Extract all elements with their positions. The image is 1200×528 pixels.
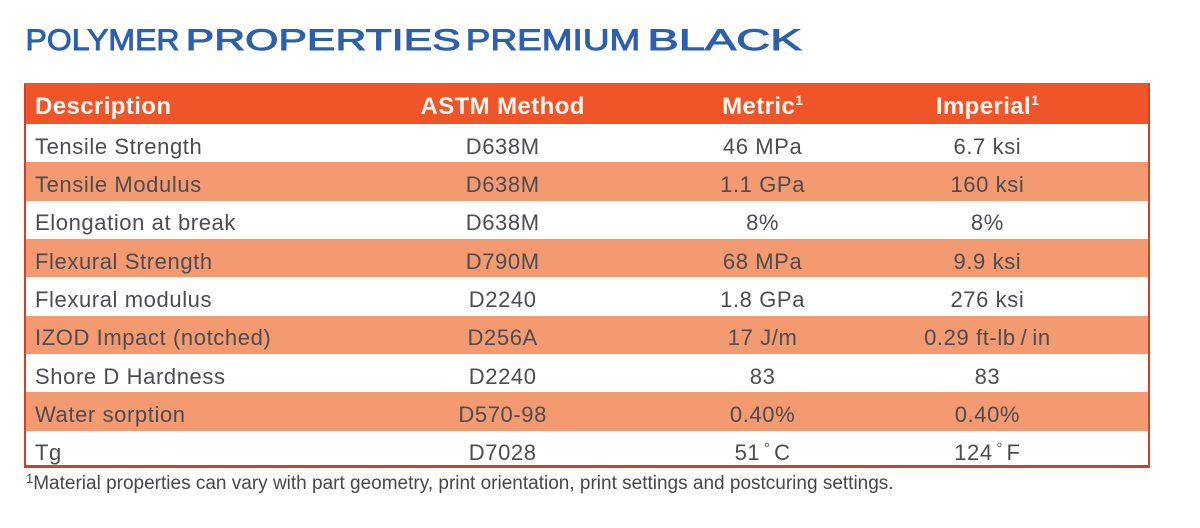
svg-text:PREMIUM: PREMIUM [466,24,641,57]
svg-text:PROPERTIES: PROPERTIES [186,24,461,57]
svg-text:BLACK: BLACK [647,24,801,57]
svg-text:POLYMER: POLYMER [26,24,180,57]
